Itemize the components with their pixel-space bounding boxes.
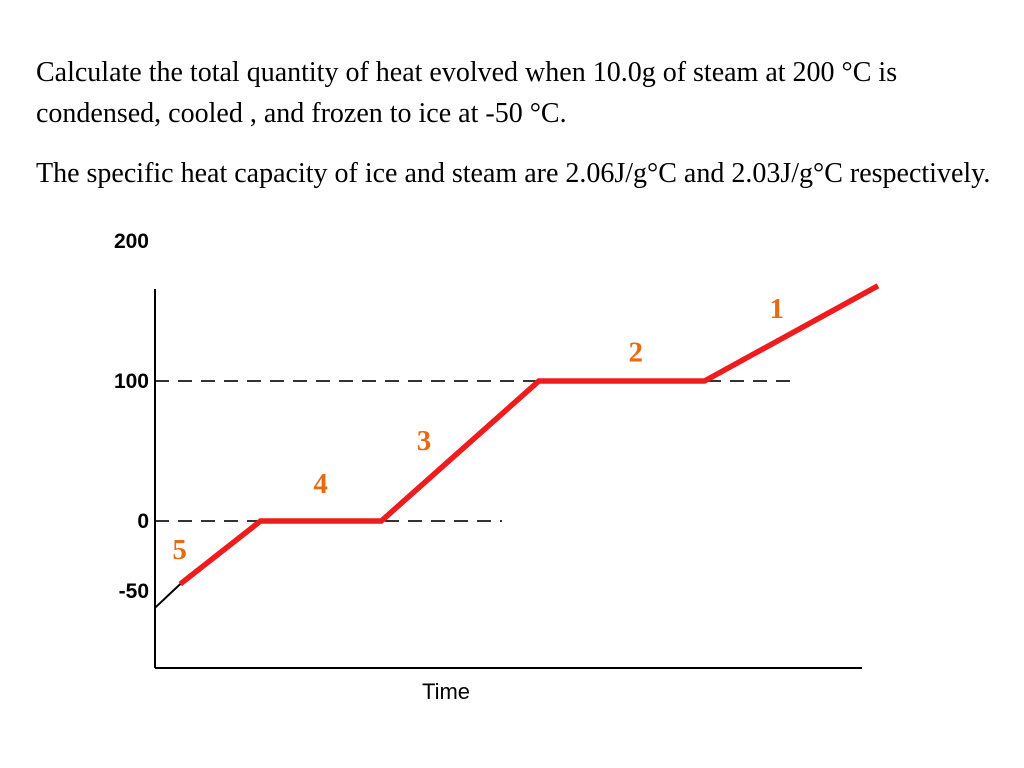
y-tick-label: 100 — [114, 370, 149, 393]
y-tick-label: 200 — [114, 230, 149, 253]
segment-label-5: 5 — [172, 534, 187, 566]
heat-capacity-text: The specific heat capacity of ice and st… — [36, 158, 991, 189]
curve-lead-in — [154, 583, 181, 609]
x-axis-label: Time — [422, 679, 470, 704]
segment-labels: 1 2 3 4 5 — [172, 293, 784, 566]
question-text: Calculate the total quantity of heat evo… — [36, 57, 898, 129]
segment-label-4: 4 — [313, 468, 328, 500]
segment-label-3: 3 — [417, 425, 432, 457]
segment-label-1: 1 — [770, 293, 785, 325]
y-tick-label: -50 — [119, 580, 149, 603]
segment-label-2: 2 — [629, 337, 644, 369]
y-tick-label: 0 — [137, 510, 149, 533]
y-tick-labels: 200 100 0 -50 — [114, 230, 149, 603]
dashed-reference-lines — [155, 380, 792, 522]
heating-curve-line — [178, 283, 880, 587]
